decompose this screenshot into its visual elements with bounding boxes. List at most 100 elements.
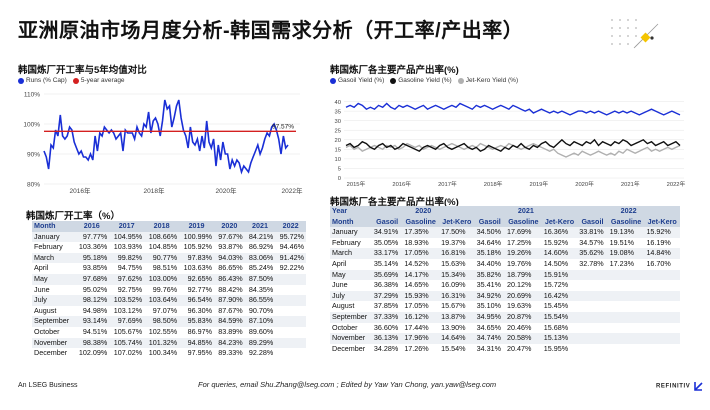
value-cell: 94.75% — [109, 263, 145, 274]
year-header: 2019 — [179, 221, 215, 232]
table-row: May 97.68% 97.62% 103.00% 92.65% 86.43% 87.50% — [32, 273, 306, 285]
value-cell: 103.00% — [144, 273, 180, 285]
value-cell: 34.91% — [371, 227, 403, 238]
value-cell: 15.68% — [541, 322, 578, 334]
value-cell: 92.28% — [244, 348, 276, 359]
month-cell: December — [32, 348, 75, 359]
product-header: Gasoil — [371, 216, 403, 228]
right-chart-title: 韩国炼厂各主要产品产出率(%) — [330, 65, 459, 76]
legend-swatch-runs — [18, 77, 24, 84]
value-cell: 34.95% — [474, 311, 505, 323]
value-cell: 91.42% — [275, 252, 306, 264]
value-cell: 16.42% — [541, 290, 578, 302]
month-cell: August — [32, 305, 75, 317]
y-tick-label: 25 — [335, 128, 341, 134]
value-cell: 93.14% — [74, 316, 110, 327]
legend-item-gasoline: Gasoline Yield (%) — [390, 77, 452, 84]
average-value-label: 97.57% — [272, 123, 294, 130]
value-cell — [577, 333, 608, 344]
value-cell: 87.50% — [244, 273, 276, 285]
x-tick-label: 2020年 — [575, 180, 594, 188]
value-cell: 32.78% — [577, 258, 608, 270]
value-cell: 36.60% — [371, 322, 403, 334]
left-chart-legend: Runs (% Cap) 5-year average — [18, 77, 125, 84]
legend-label-runs: Runs (% Cap) — [26, 77, 67, 84]
value-cell: 15.93% — [402, 290, 440, 302]
value-cell: 19.76% — [504, 258, 542, 270]
value-cell: 17.96% — [402, 333, 440, 344]
value-cell: 37.33% — [371, 311, 403, 323]
product-header: Gasoline — [402, 216, 440, 228]
value-cell — [607, 311, 645, 323]
table-row: June 36.38% 14.65% 16.09% 35.41% 20.12% 15.72% — [330, 280, 680, 291]
year-header: 2016 — [74, 221, 110, 232]
value-cell: 85.24% — [244, 263, 276, 274]
footer-company: An LSEG Business — [18, 382, 78, 389]
value-cell: 97.95% — [179, 348, 215, 359]
table-row: December 34.28% 17.26% 15.54% 34.31% 20.47% 15… — [330, 343, 680, 355]
product-header: Jet-Kero — [439, 216, 475, 228]
y-tick-label: 10 — [335, 157, 341, 163]
table-row: March 95.18% 99.82% 90.77% 97.83% 94.03% 83.06… — [32, 252, 306, 264]
table-row: July 98.12% 103.52% 103.64% 96.54% 87.90% 86.5… — [32, 295, 306, 306]
yields-table: Year 2020 2021 2022 Month Gasoil Gasoline Jet-… — [330, 206, 680, 355]
value-cell — [577, 311, 608, 323]
month-cell: February — [330, 237, 372, 249]
value-cell: 105.67% — [109, 326, 145, 338]
page-title: 亚洲原油市场月度分析-韩国需求分析（开工率/产出率） — [18, 20, 524, 42]
value-cell: 99.76% — [144, 284, 180, 296]
value-cell: 103.36% — [74, 242, 110, 253]
value-cell — [275, 337, 306, 349]
value-cell: 34.74% — [474, 333, 505, 344]
right-table-title: 韩国炼厂各主要产品产出率(%) — [330, 197, 459, 208]
y-tick-label: 0 — [338, 176, 341, 182]
value-cell: 14.84% — [644, 248, 680, 259]
value-cell: 97.67% — [214, 231, 245, 243]
y-tick-label: 110% — [24, 92, 40, 99]
value-cell: 97.68% — [74, 273, 110, 285]
value-cell: 86.55% — [244, 295, 276, 306]
value-cell: 94.98% — [74, 305, 110, 317]
value-cell: 35.82% — [474, 269, 505, 281]
value-cell: 18.79% — [504, 269, 542, 281]
value-cell: 100.34% — [144, 348, 180, 359]
month-cell: December — [330, 343, 372, 355]
value-cell: 15.72% — [541, 280, 578, 291]
value-cell: 16.36% — [541, 227, 578, 238]
value-cell: 87.67% — [214, 305, 245, 317]
year-header: 2021 — [244, 221, 276, 232]
gasoil-series-line — [345, 102, 681, 116]
value-cell: 36.13% — [371, 333, 403, 344]
value-cell: 20.87% — [504, 311, 542, 323]
y-tick-label: 30 — [335, 119, 341, 125]
value-cell: 94.46% — [275, 242, 306, 253]
value-cell: 16.09% — [439, 280, 475, 291]
value-cell: 35.41% — [474, 280, 505, 291]
value-cell — [644, 301, 680, 312]
value-cell: 19.26% — [504, 248, 542, 259]
value-cell — [607, 269, 645, 281]
value-cell — [577, 269, 608, 281]
value-cell: 20.47% — [504, 343, 542, 355]
month-cell: February — [32, 242, 75, 253]
table-row: September 93.14% 97.69% 98.50% 95.83% 84.59% 8… — [32, 316, 306, 327]
value-cell: 84.23% — [214, 337, 245, 349]
value-cell — [644, 311, 680, 323]
left-table-title: 韩国炼厂开工率（%） — [26, 211, 120, 222]
value-cell — [275, 326, 306, 338]
value-cell — [275, 273, 306, 285]
value-cell: 103.64% — [144, 295, 180, 306]
value-cell: 87.90% — [214, 295, 245, 306]
month-header: Month — [32, 221, 75, 232]
value-cell: 84.35% — [244, 284, 276, 296]
value-cell: 94.51% — [74, 326, 110, 338]
legend-swatch-5yr — [72, 77, 79, 84]
year-header: 2021 — [474, 206, 578, 217]
value-cell: 37.85% — [371, 301, 403, 312]
value-cell: 98.12% — [74, 295, 110, 306]
value-cell: 92.65% — [179, 273, 215, 285]
value-cell — [577, 301, 608, 312]
value-cell: 16.81% — [439, 248, 475, 259]
x-tick-label: 2016年 — [70, 186, 91, 195]
value-cell: 35.18% — [474, 248, 505, 259]
